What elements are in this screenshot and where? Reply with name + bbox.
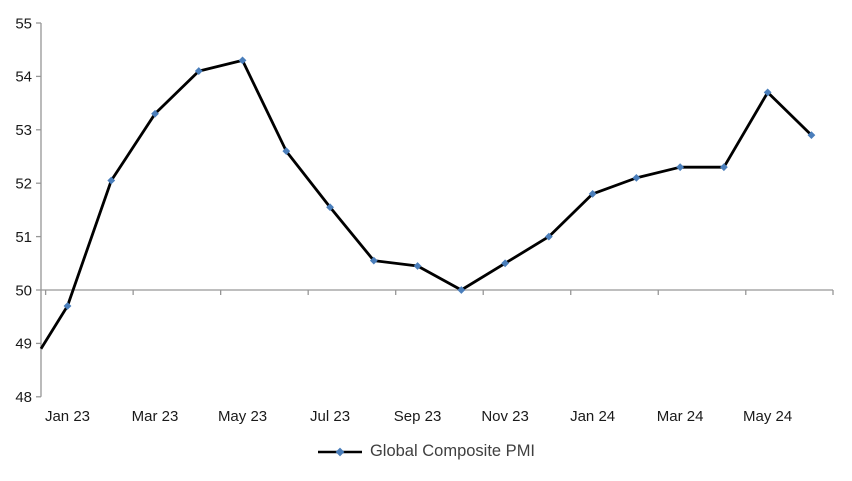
legend-line-sample [317, 447, 362, 456]
data-point-marker [107, 176, 116, 185]
data-point-marker [238, 56, 247, 65]
data-point-marker [194, 67, 203, 75]
data-point-marker [588, 189, 597, 198]
data-point-marker [763, 88, 772, 97]
data-point-marker [501, 259, 509, 268]
y-axis-tick-label: 49 [15, 336, 32, 353]
x-axis-tick-label: Jul 23 [310, 408, 350, 425]
y-axis-tick-label: 53 [15, 122, 32, 139]
x-axis-tick-label: May 23 [218, 408, 267, 425]
data-point-marker [151, 109, 159, 118]
y-axis-tick-label: 52 [15, 176, 32, 193]
pmi-series-line [39, 59, 813, 350]
legend-diamond-icon [335, 447, 345, 456]
x-axis-tick-label: Jan 23 [45, 408, 90, 425]
x-axis-tick-label: Sep 23 [394, 408, 442, 425]
data-point-marker [807, 131, 816, 140]
data-point-marker [457, 286, 466, 294]
data-point-marker [63, 302, 72, 310]
y-axis-tick-label: 54 [15, 69, 32, 86]
x-axis-tick-label: Mar 24 [657, 408, 704, 425]
data-point-marker [282, 147, 291, 156]
y-axis-tick-label: 55 [15, 15, 32, 32]
data-point-marker [544, 232, 553, 241]
data-point-marker [326, 203, 334, 212]
x-axis-tick-label: Jan 24 [570, 408, 615, 425]
data-point-marker [720, 163, 728, 172]
plot-svg: 48 49 50 51 52 53 54 55 Jan 23 Mar 23 May 23 Jul 23… [15, 15, 834, 425]
data-point-marker [369, 256, 378, 265]
y-axis-tick-label: 48 [15, 389, 32, 406]
x-axis-tick-label: Mar 23 [132, 408, 179, 425]
y-axis-tick-label: 50 [15, 282, 32, 299]
data-point-marker [632, 173, 641, 182]
legend: Global Composite PMI [0, 442, 852, 461]
x-axis-tick-label: Nov 23 [481, 408, 529, 425]
data-point-marker [676, 163, 685, 172]
x-axis-tick-label: May 24 [743, 408, 792, 425]
y-axis-tick-label: 51 [15, 229, 32, 246]
legend-label: Global Composite PMI [369, 442, 536, 460]
data-point-marker [413, 262, 422, 270]
